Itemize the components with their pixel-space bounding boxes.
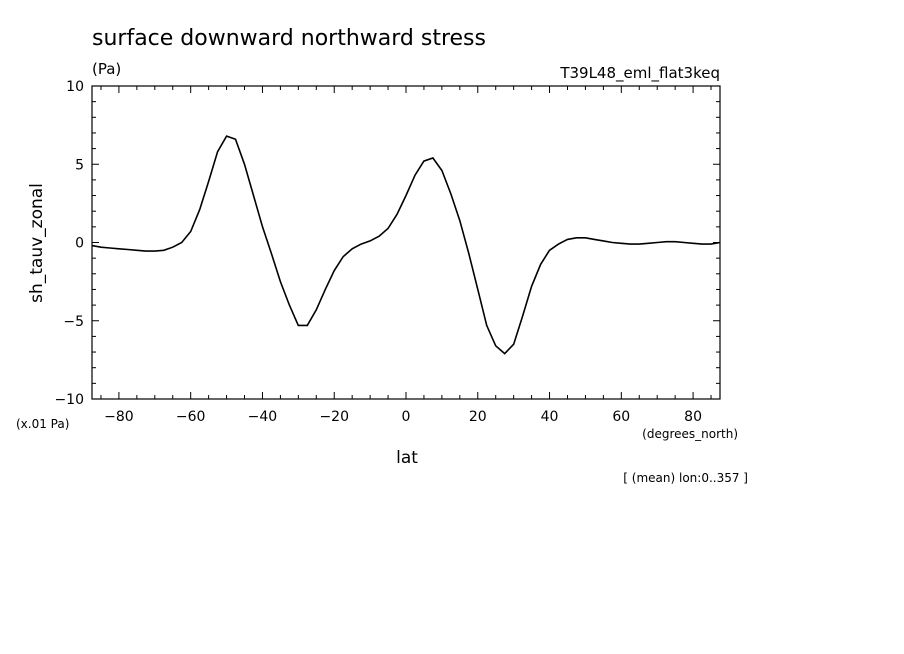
x-tick-label: 0 xyxy=(402,409,411,425)
x-tick-label: −40 xyxy=(248,409,278,425)
chart-title: surface downward northward stress xyxy=(92,26,486,51)
x-tick-label: 20 xyxy=(469,409,487,425)
experiment-label: T39L48_eml_flat3keq xyxy=(559,64,720,83)
x-axis-label: lat xyxy=(396,448,418,468)
x-tick-label: −80 xyxy=(104,409,134,425)
x-tick-label: −20 xyxy=(319,409,349,425)
x-tick-label: 40 xyxy=(541,409,559,425)
x-units-label: (degrees_north) xyxy=(642,427,738,441)
y-tick-label: −10 xyxy=(54,392,84,408)
plot-frame xyxy=(91,85,721,400)
y-tick-label: 0 xyxy=(75,236,84,252)
x-tick-label: 60 xyxy=(612,409,630,425)
units-label: (Pa) xyxy=(92,60,121,78)
x-tick-label: −60 xyxy=(176,409,206,425)
footnote: [ (mean) lon:0..357 ] xyxy=(623,471,748,485)
x-tick-label: 80 xyxy=(684,409,702,425)
tick-marks xyxy=(92,85,720,400)
y-tick-label: 10 xyxy=(66,79,84,95)
x-tick-labels: −80 −60 −40 −20 0 20 40 60 80 xyxy=(104,409,702,425)
y-tick-labels: −10 −5 0 5 10 xyxy=(54,79,84,408)
y-tick-label: 5 xyxy=(75,157,84,173)
series-line-sh-tauv-zonal xyxy=(91,135,721,355)
y-tick-label: −5 xyxy=(63,314,84,330)
y-axis-label: sh_tauv_zonal xyxy=(27,183,47,303)
y-scale-note: (x.01 Pa) xyxy=(16,417,69,431)
